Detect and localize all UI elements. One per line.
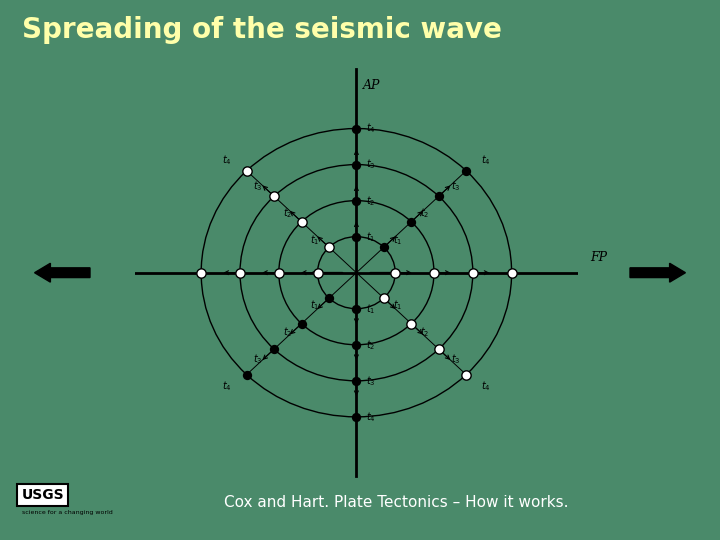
Text: $t_{2}$: $t_{2}$ [283, 206, 292, 220]
Point [405, 218, 417, 226]
Point [273, 268, 284, 277]
Point [467, 268, 479, 277]
Text: Spreading of the seismic wave: Spreading of the seismic wave [22, 16, 501, 44]
Point [296, 319, 307, 328]
Text: $t_{3}$: $t_{3}$ [253, 352, 262, 366]
Text: $t_{2}$: $t_{2}$ [420, 206, 430, 220]
Text: $t_{4}$: $t_{4}$ [222, 379, 232, 393]
Point [506, 268, 518, 277]
Point [234, 268, 246, 277]
Point [269, 345, 280, 354]
Point [351, 197, 362, 205]
Point [296, 218, 307, 226]
Text: $t_{1}$: $t_{1}$ [393, 233, 402, 247]
Text: $t_{3}$: $t_{3}$ [253, 180, 262, 193]
Text: Cox and Hart. Plate Tectonics – How it works.: Cox and Hart. Plate Tectonics – How it w… [224, 495, 568, 510]
Point [312, 268, 323, 277]
Point [351, 160, 362, 169]
Text: $t_{1}$: $t_{1}$ [310, 233, 320, 247]
Text: USGS: USGS [22, 488, 64, 502]
Text: $t_{2}$: $t_{2}$ [420, 325, 430, 339]
Text: $t_{4}$: $t_{4}$ [481, 379, 490, 393]
Text: $t_{1}$: $t_{1}$ [366, 230, 376, 244]
Text: $t_{3}$: $t_{3}$ [366, 374, 376, 388]
Point [351, 305, 362, 313]
Point [195, 268, 207, 277]
Point [460, 166, 472, 175]
FancyArrow shape [630, 263, 685, 282]
Point [323, 294, 335, 302]
Point [433, 192, 444, 200]
Point [378, 294, 390, 302]
Text: $t_{3}$: $t_{3}$ [366, 158, 376, 172]
Text: $t_{1}$: $t_{1}$ [310, 298, 320, 312]
Point [378, 243, 390, 252]
Text: $t_{4}$: $t_{4}$ [366, 122, 376, 136]
Point [241, 370, 253, 379]
Text: $t_{1}$: $t_{1}$ [366, 302, 376, 316]
Text: $t_{2}$: $t_{2}$ [366, 338, 375, 352]
Point [323, 243, 335, 252]
Point [351, 340, 362, 349]
Text: $t_{3}$: $t_{3}$ [451, 352, 460, 366]
Text: $t_{2}$: $t_{2}$ [283, 325, 292, 339]
Text: AP: AP [364, 79, 381, 92]
Text: $t_{2}$: $t_{2}$ [366, 194, 375, 207]
Text: FP: FP [590, 252, 607, 265]
Text: $t_{4}$: $t_{4}$ [222, 153, 232, 166]
Point [460, 370, 472, 379]
Text: $t_{4}$: $t_{4}$ [366, 410, 376, 424]
Point [351, 376, 362, 385]
Point [351, 413, 362, 421]
Point [351, 124, 362, 133]
Point [428, 268, 440, 277]
Text: $t_{3}$: $t_{3}$ [451, 180, 460, 193]
Point [433, 345, 444, 354]
Text: $t_{4}$: $t_{4}$ [481, 153, 490, 166]
Text: science for a changing world: science for a changing world [22, 510, 112, 515]
FancyArrow shape [35, 263, 90, 282]
Point [351, 232, 362, 241]
Point [405, 319, 417, 328]
Point [241, 166, 253, 175]
Point [390, 268, 401, 277]
Text: $t_{1}$: $t_{1}$ [393, 298, 402, 312]
Point [269, 192, 280, 200]
